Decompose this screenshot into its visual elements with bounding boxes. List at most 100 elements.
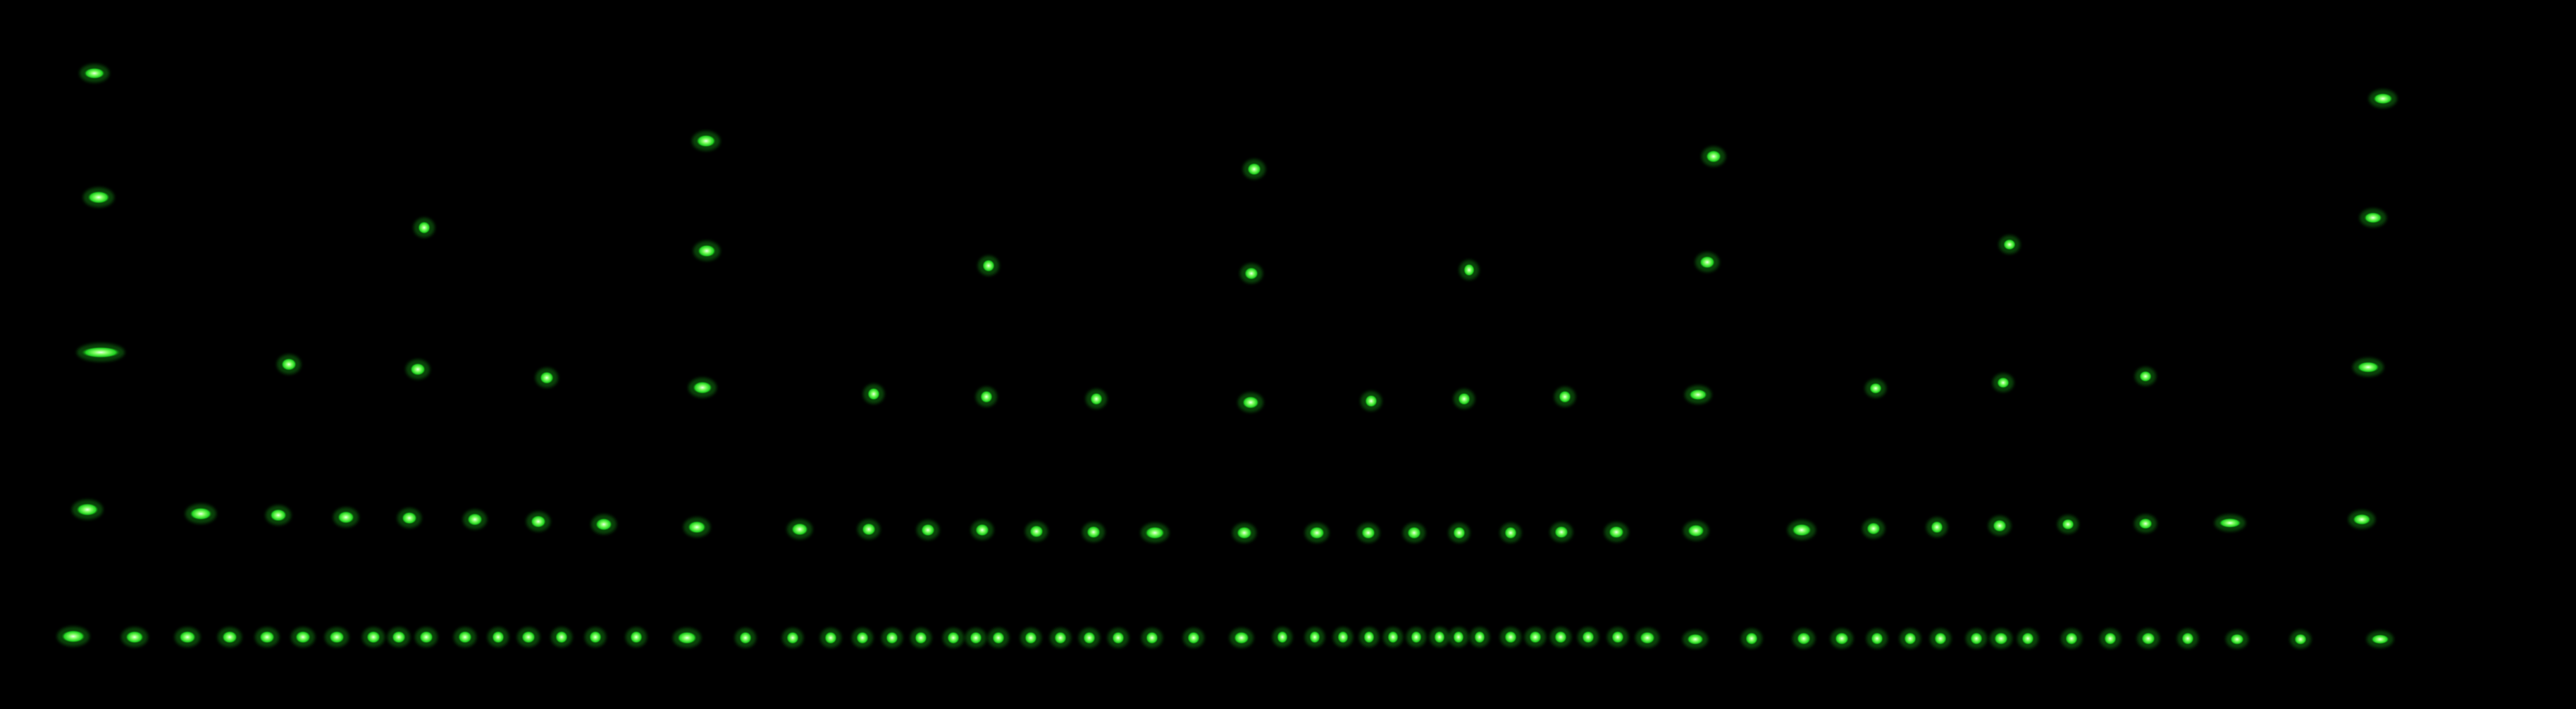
- fluorescent-spot: [1866, 522, 1881, 535]
- fluorescent-spot: [81, 347, 120, 358]
- fluorescent-spot: [1997, 377, 2010, 388]
- fluorescent-spot: [1187, 631, 1200, 644]
- fluorescent-spot: [1504, 631, 1517, 643]
- fluorescent-spot: [1090, 393, 1103, 405]
- fluorescent-spot: [698, 245, 716, 257]
- fluorescent-spot: [1411, 631, 1422, 643]
- fluorescent-spot: [190, 507, 212, 520]
- fluorescent-spot: [2294, 634, 2307, 645]
- fluorescent-spot: [458, 631, 472, 643]
- fluorescent-spot: [281, 358, 297, 371]
- fluorescent-spot: [1474, 631, 1485, 643]
- fluorescent-spot: [366, 631, 380, 643]
- fluorescent-spot: [856, 631, 869, 644]
- fluorescent-spot: [179, 631, 196, 643]
- fluorescent-spot: [2138, 518, 2153, 529]
- spots-group: [57, 64, 2397, 648]
- fluorescent-spot: [1453, 526, 1466, 539]
- fluorescent-spot: [2373, 93, 2393, 104]
- fluorescent-spot: [1024, 631, 1037, 644]
- fluorescent-spot: [1792, 524, 1812, 536]
- fluorescent-spot: [1086, 526, 1101, 538]
- fluorescent-spot: [992, 631, 1005, 644]
- fluorescent-spot: [1689, 389, 1707, 400]
- fluorescent-spot: [2062, 519, 2074, 530]
- fluorescent-spot: [1463, 264, 1475, 276]
- fluorescent-spot: [1309, 631, 1320, 643]
- fluorescent-spot: [975, 524, 989, 536]
- fluorescent-spot: [886, 631, 898, 644]
- fluorescent-spot: [338, 511, 354, 524]
- fluorescent-spot: [982, 259, 995, 272]
- fluorescent-spot: [2139, 371, 2152, 382]
- fluorescent-spot: [1434, 631, 1445, 643]
- fluorescent-spot: [2003, 239, 2016, 250]
- fluorescent-spot: [87, 191, 110, 204]
- fluorescent-spot: [696, 135, 716, 147]
- fluorescent-spot: [595, 518, 612, 531]
- fluorescent-spot: [329, 631, 345, 643]
- fluorescent-spot: [76, 503, 99, 516]
- fluorescent-spot: [1458, 393, 1470, 405]
- fluorescent-spot: [1609, 526, 1624, 538]
- fluorescent-spot: [1237, 526, 1252, 539]
- fluorescent-spot: [1611, 631, 1624, 643]
- fluorescent-spot: [295, 631, 311, 643]
- fluorescent-spot: [1453, 631, 1464, 643]
- fluorescent-spot: [84, 68, 105, 79]
- fluorescent-spot: [392, 631, 406, 643]
- fluorescent-spot: [1904, 632, 1916, 645]
- fluorescent-spot: [921, 524, 935, 536]
- fluorescent-spot: [1745, 632, 1758, 645]
- fluorescent-spot: [1934, 632, 1947, 645]
- fluorescent-spot: [1387, 631, 1399, 643]
- fluorescent-spot: [222, 631, 237, 643]
- fluorescent-spot: [1797, 632, 1811, 645]
- fluorescent-spot: [1504, 526, 1517, 539]
- fluorescent-spot: [259, 631, 275, 643]
- fluorescent-spot: [1146, 631, 1158, 644]
- fluorescent-spot: [2371, 634, 2389, 644]
- fluorescent-spot: [1112, 631, 1125, 644]
- fluorescent-spot: [1994, 632, 2008, 645]
- fluorescent-spot: [1559, 390, 1571, 403]
- fluorescent-spot: [1277, 631, 1288, 643]
- fluorescent-spot: [2141, 632, 2155, 645]
- fluorescent-spot: [1363, 631, 1375, 643]
- fluorescent-spot: [1835, 632, 1849, 645]
- fluorescent-spot: [1337, 631, 1349, 643]
- fluorescent-spot: [467, 513, 483, 526]
- fluorescent-spot: [2181, 632, 2194, 645]
- fluorescent-spot: [739, 631, 752, 644]
- fluorescent-spot: [1054, 631, 1067, 644]
- fluorescent-spot: [824, 631, 837, 644]
- fluorescent-spot: [1361, 526, 1375, 539]
- fluorescent-spot: [2065, 632, 2078, 645]
- fluorescent-spot: [786, 631, 799, 644]
- fluorescent-spot: [688, 521, 706, 534]
- fluorescent-spot: [125, 631, 144, 643]
- fluorescent-spot: [410, 363, 426, 376]
- fluorescent-spot: [2364, 212, 2382, 223]
- fluorescent-spot: [1083, 631, 1096, 644]
- fluorescent-spot: [947, 631, 960, 644]
- fluorescent-spot: [1582, 631, 1594, 643]
- fluorescent-spot: [2357, 362, 2379, 373]
- fluorescent-spot: [61, 630, 85, 643]
- fluorescent-spot: [1234, 631, 1249, 644]
- fluorescent-spot: [1554, 631, 1567, 643]
- fluorescent-spot: [1244, 267, 1258, 280]
- fluorescent-spot: [2104, 632, 2117, 645]
- fluorescent-spot: [1029, 525, 1044, 538]
- fluorescent-spot: [867, 388, 880, 400]
- fluorescent-spot: [419, 631, 433, 643]
- fluorescent-spot: [630, 631, 643, 643]
- fluorescent-spot: [2219, 518, 2241, 528]
- fluorescent-spot: [1699, 256, 1715, 269]
- fluorescent-spot: [1931, 521, 1943, 534]
- fluorescent-spot: [1242, 396, 1259, 409]
- fluorescent-spot: [2230, 634, 2244, 645]
- fluorescent-spot: [677, 631, 697, 644]
